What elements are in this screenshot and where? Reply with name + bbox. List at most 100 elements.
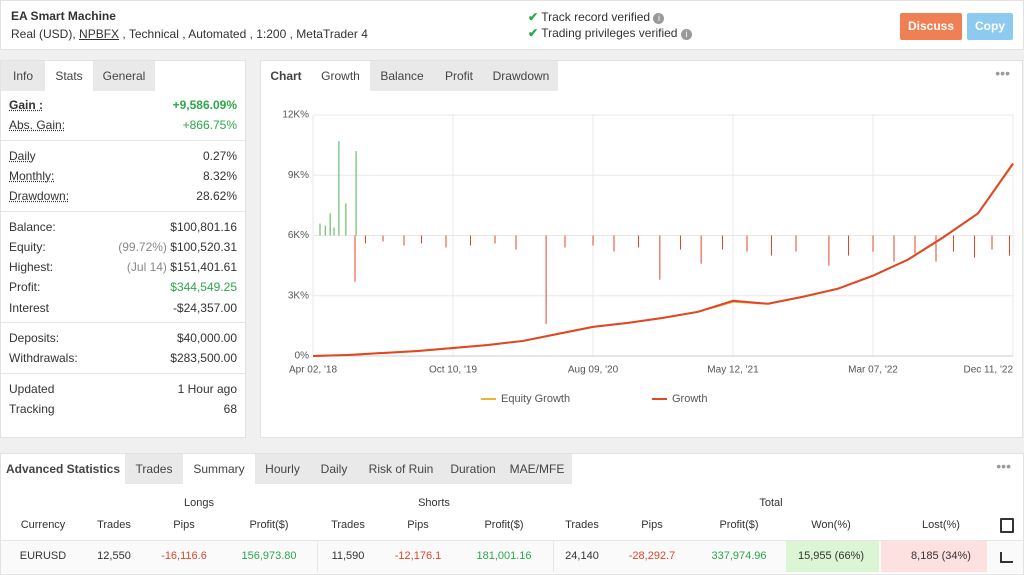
account-type: Real (USD), bbox=[11, 27, 76, 41]
column-header: Pips bbox=[641, 519, 663, 531]
verified-text: Track record verified bbox=[541, 10, 651, 24]
stat-amount: $344,549.25 bbox=[170, 280, 237, 295]
stat-row: Tracking 68 bbox=[9, 399, 237, 419]
stat-amount: +9,586.09% bbox=[172, 98, 237, 112]
stat-label: Monthly: bbox=[9, 168, 55, 183]
column-header: Currency bbox=[20, 519, 66, 531]
stat-row: Equity: (99.72%) $100,520.31 bbox=[9, 237, 237, 257]
tab[interactable]: Stats bbox=[45, 61, 94, 91]
stat-label: Highest: bbox=[9, 260, 54, 275]
chart-icon[interactable] bbox=[1000, 552, 1013, 563]
won-bg bbox=[786, 541, 879, 572]
tab[interactable]: Hourly bbox=[255, 454, 311, 484]
column-header: Trades bbox=[97, 519, 131, 531]
stat-value: +866.75% bbox=[183, 115, 237, 135]
stat-label: Daily bbox=[9, 148, 36, 163]
stat-value: $283,500.00 bbox=[170, 348, 237, 368]
stat-amount: $283,500.00 bbox=[170, 351, 237, 366]
tab: Chart bbox=[261, 61, 312, 91]
subtitle: Real (USD), NPBFX , Technical , Automate… bbox=[11, 27, 368, 41]
legend-label: Growth bbox=[672, 393, 707, 405]
tab[interactable]: General bbox=[93, 61, 156, 91]
x-tick-label: Aug 09, '20 bbox=[568, 365, 619, 376]
tab[interactable]: Profit bbox=[434, 61, 485, 91]
stat-value: 8.32% bbox=[203, 166, 237, 186]
title: EA Smart Machine bbox=[11, 9, 116, 23]
stat-row: Drawdown: 28.62% bbox=[9, 186, 237, 206]
y-tick-label: 12K% bbox=[282, 110, 309, 121]
stat-value: 68 bbox=[224, 399, 237, 419]
stat-amount: $100,801.16 bbox=[170, 219, 237, 234]
stat-label: Drawdown: bbox=[9, 189, 70, 204]
stat-row: Withdrawals: $283,500.00 bbox=[9, 348, 237, 368]
discuss-button[interactable]: Discuss bbox=[900, 13, 962, 40]
separator bbox=[1, 372, 245, 374]
table-cell: EURUSD bbox=[19, 550, 67, 562]
tab[interactable]: Trades bbox=[125, 454, 184, 484]
separator bbox=[1, 322, 245, 323]
separator bbox=[1, 139, 245, 141]
tab[interactable]: Growth bbox=[311, 61, 371, 91]
verified-1: ✔ Track record verified i bbox=[528, 10, 665, 24]
x-tick-label: Oct 10, '19 bbox=[429, 365, 477, 376]
stat-row: Daily 0.27% bbox=[9, 146, 237, 166]
tab[interactable]: Daily bbox=[310, 454, 359, 484]
stat-row: Profit: $344,549.25 bbox=[9, 277, 237, 297]
table-cell: 24,140 bbox=[565, 550, 599, 562]
stat-amount: $40,000.00 bbox=[176, 331, 237, 345]
stat-value: $40,000.00 bbox=[177, 328, 237, 348]
verified-2: ✔ Trading privileges verified i bbox=[528, 26, 692, 40]
stat-label: Deposits: bbox=[9, 331, 60, 345]
stat-amount: 1 Hour ago bbox=[177, 381, 237, 396]
column-header: Profit($) bbox=[484, 519, 524, 531]
tab[interactable]: Risk of Ruin bbox=[358, 454, 445, 484]
tab[interactable]: Balance bbox=[370, 61, 435, 91]
stat-row: Abs. Gain: +866.75% bbox=[9, 115, 237, 135]
table-cell: 8,185 (34%) bbox=[911, 550, 971, 562]
tab[interactable]: Summary bbox=[183, 454, 256, 484]
table-cell: 156,973.80 bbox=[241, 550, 297, 562]
column-header: Won(%) bbox=[811, 519, 851, 531]
stat-value: $100,801.16 bbox=[170, 217, 237, 237]
stat-value: $344,549.25 bbox=[170, 277, 237, 297]
stat-value: 28.62% bbox=[196, 186, 237, 206]
copy-button[interactable]: Copy bbox=[967, 13, 1013, 40]
x-tick-label: Mar 07, '22 bbox=[848, 365, 898, 376]
chart: 0% 3K% 6K% 9K% 12K% Apr 02, '18 Oct 10, '19 Aug… bbox=[282, 110, 1014, 405]
tab[interactable]: Drawdown bbox=[484, 61, 559, 91]
tab[interactable]: MAE/MFE bbox=[502, 454, 573, 484]
copy-icon[interactable] bbox=[1000, 518, 1014, 533]
menu-dots[interactable]: ••• bbox=[996, 458, 1011, 474]
y-tick-label: 0% bbox=[295, 351, 310, 362]
stat-note: (Jul 14) bbox=[126, 260, 167, 275]
tab[interactable]: Info bbox=[1, 61, 46, 91]
tab[interactable]: Duration bbox=[444, 454, 503, 484]
stat-label: Abs. Gain: bbox=[9, 118, 66, 133]
group-header: Longs bbox=[184, 497, 214, 509]
stat-row: Monthly: 8.32% bbox=[9, 166, 237, 186]
chart-panel: ••• 0% 3K% 6K% 9K% 12K% Apr 02, '18 Oct 10, '1… bbox=[260, 60, 1023, 438]
stat-amount: 28.62% bbox=[196, 189, 237, 204]
stats-panel: Info Stats General Gain : +9,586.09% Abs. Gai… bbox=[0, 60, 246, 438]
stat-label: Tracking bbox=[9, 401, 55, 416]
stat-label: Equity: bbox=[9, 239, 46, 254]
panel-title: Advanced Statistics bbox=[1, 454, 126, 484]
x-tick-label: Apr 02, '18 bbox=[289, 365, 337, 376]
stat-value: (99.72%) $100,520.31 bbox=[118, 237, 237, 257]
stat-amount: $151,401.61 bbox=[170, 260, 237, 275]
column-header: Profit($) bbox=[249, 519, 289, 531]
menu-dots[interactable]: ••• bbox=[995, 65, 1010, 81]
stat-row: Gain : +9,586.09% bbox=[9, 95, 237, 115]
broker-link[interactable]: NPBFX bbox=[79, 27, 120, 41]
column-header: Lost(%) bbox=[922, 519, 960, 531]
table-cell: -12,176.1 bbox=[394, 550, 442, 562]
table-cell: 337,974.96 bbox=[711, 550, 767, 562]
x-tick-label: May 12, '21 bbox=[707, 365, 759, 376]
col-divider bbox=[317, 540, 318, 572]
y-tick-label: 9K% bbox=[288, 170, 309, 181]
stat-amount: 68 bbox=[223, 401, 237, 416]
group-header: Total bbox=[759, 497, 783, 509]
table-cell: 11,590 bbox=[331, 550, 365, 562]
verified-text: Trading privileges verified bbox=[541, 26, 678, 40]
